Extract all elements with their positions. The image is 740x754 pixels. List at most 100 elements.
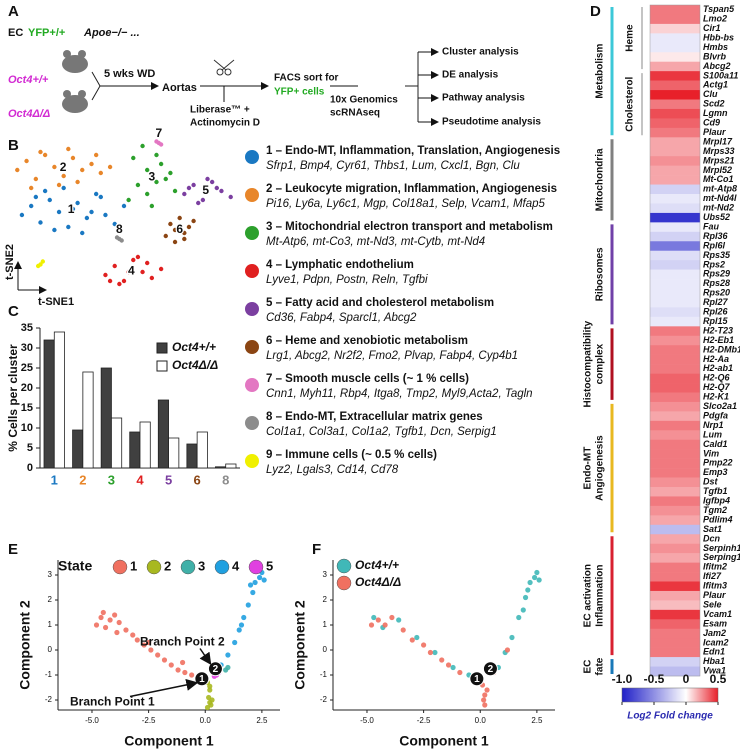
y-tick-label: 3 bbox=[48, 570, 53, 579]
heatmap-cell bbox=[650, 628, 700, 639]
heatmap-cell bbox=[650, 364, 700, 374]
y-tick-label: 15 bbox=[21, 402, 33, 414]
cell-point bbox=[182, 669, 188, 676]
heatmap-cell bbox=[650, 288, 700, 299]
gene-label: Esam bbox=[703, 618, 727, 628]
y-tick-label: -2 bbox=[320, 695, 328, 704]
cluster-genes: Sfrp1, Bmp4, Cyr61, Thbs1, Lum, Cxcl1, B… bbox=[266, 160, 520, 172]
branch-marker bbox=[207, 661, 223, 677]
tsne-point bbox=[131, 257, 136, 263]
heatmap-cell bbox=[650, 23, 700, 34]
x-tick-label: 2.5 bbox=[531, 716, 543, 725]
heatmap-cell bbox=[650, 581, 700, 592]
cell-point bbox=[100, 609, 106, 616]
cluster-label: 3 bbox=[148, 169, 155, 183]
cluster-dot bbox=[245, 150, 259, 164]
heatmap-frame bbox=[649, 4, 701, 677]
heatmap-cell bbox=[650, 524, 700, 535]
branch-marker-label: 1 bbox=[474, 674, 480, 685]
bar bbox=[111, 417, 123, 469]
cell-point bbox=[525, 587, 531, 593]
gene-label: Rps28 bbox=[703, 278, 730, 288]
bar bbox=[100, 367, 112, 469]
colorbar-label: Log2 Fold change bbox=[627, 711, 713, 722]
tsne-point bbox=[163, 176, 168, 182]
cell-point bbox=[123, 627, 129, 633]
branch-marker bbox=[469, 671, 485, 687]
tsne-point bbox=[228, 194, 233, 200]
gene-label: Nrp1 bbox=[703, 420, 724, 430]
cell-point bbox=[532, 574, 538, 581]
genotype: Apoe−/− ... bbox=[83, 27, 140, 39]
gene-label: Lum bbox=[703, 429, 722, 439]
y-tick-label: 0 bbox=[323, 645, 328, 654]
tsne-point bbox=[219, 188, 224, 194]
legend-label: 5 bbox=[266, 558, 273, 573]
tsne-point bbox=[98, 170, 104, 176]
tsne-point bbox=[200, 197, 206, 203]
tsne-point bbox=[168, 221, 173, 227]
cell-point bbox=[482, 702, 488, 708]
heatmap-cell bbox=[650, 392, 700, 403]
gene-label: Cald1 bbox=[703, 439, 728, 449]
cluster-label: 1 bbox=[68, 202, 75, 216]
tsne-point bbox=[29, 203, 34, 209]
y-tick-label: -1 bbox=[320, 670, 328, 679]
subgroup-label: Heme bbox=[625, 24, 636, 52]
x-tick-label: -2.5 bbox=[417, 716, 431, 725]
y-tick-label: 35 bbox=[21, 322, 33, 334]
heatmap-cell bbox=[650, 127, 700, 138]
gene-label: Sat1 bbox=[703, 524, 722, 534]
heatmap-cell bbox=[650, 184, 700, 195]
gene-label: Jam2 bbox=[703, 628, 726, 638]
branch-marker-label: 1 bbox=[199, 674, 205, 685]
cell-point bbox=[250, 589, 256, 596]
cluster-title: 4 – Lymphatic endothelium bbox=[266, 259, 414, 271]
gene-label: Mrpl52 bbox=[703, 165, 732, 175]
gene-label: Tgm2 bbox=[703, 505, 727, 515]
tsne-point bbox=[70, 206, 76, 212]
cluster-title: 7 – Smooth muscle cells (~ 1 % cells) bbox=[266, 373, 469, 385]
cluster-genes: Lyve1, Pdpn, Postn, Reln, Tgfbi bbox=[266, 274, 428, 286]
cell-point bbox=[368, 622, 375, 628]
group-label: Mitochondria bbox=[595, 148, 606, 211]
tsne-point bbox=[80, 230, 85, 236]
gene-label: Abcg2 bbox=[702, 61, 731, 71]
heatmap-cell bbox=[650, 458, 700, 469]
x-tick-label: 8 bbox=[222, 472, 229, 487]
colorbar-tick-label: -0.5 bbox=[644, 672, 665, 686]
legend-title: State bbox=[58, 558, 92, 574]
tsne-point bbox=[145, 191, 150, 197]
sort: FACS sort for bbox=[274, 73, 339, 84]
heatmap-cell bbox=[650, 590, 700, 601]
cluster-label: 5 bbox=[202, 183, 209, 197]
diet: 5 wks WD bbox=[104, 68, 155, 80]
heatmap-cell bbox=[650, 175, 700, 185]
gene-label: Rps29 bbox=[703, 269, 730, 279]
analysis: Cluster analysis bbox=[442, 47, 519, 58]
tsne-point bbox=[15, 167, 20, 173]
heatmap-cell bbox=[650, 609, 700, 620]
bar bbox=[72, 429, 84, 469]
cell-point bbox=[209, 697, 215, 703]
tsne-point bbox=[191, 182, 196, 188]
cell-point bbox=[204, 704, 211, 711]
gene-label: Rps2 bbox=[703, 259, 725, 269]
heatmap-cell bbox=[650, 14, 700, 25]
tsne-point bbox=[154, 152, 159, 158]
cell-point bbox=[141, 642, 147, 648]
gene-label: Fau bbox=[703, 221, 720, 231]
y-axis-label: Component 2 bbox=[17, 600, 33, 690]
cell-point bbox=[484, 687, 490, 693]
tsne-point bbox=[158, 161, 164, 167]
cell-point bbox=[482, 692, 488, 698]
tsne-point bbox=[93, 191, 99, 197]
cell-point bbox=[520, 607, 526, 613]
legend-label: Oct4+/+ bbox=[355, 558, 399, 572]
cell-point bbox=[207, 687, 213, 693]
heatmap-cell bbox=[650, 222, 700, 233]
gene-label: Slco2a1 bbox=[703, 401, 737, 411]
cell-point bbox=[509, 634, 515, 641]
tsne-point bbox=[186, 224, 192, 230]
